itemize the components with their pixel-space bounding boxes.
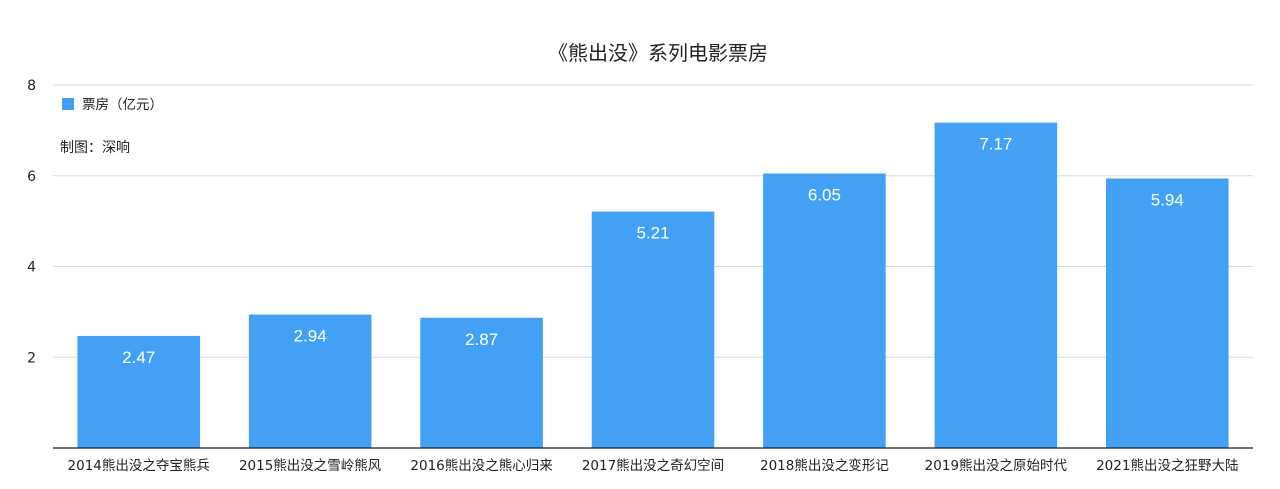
bar-value-label: 5.21 [636,224,669,243]
legend-label: 票房（亿元） [82,97,163,113]
bar [763,173,886,448]
y-tick-label: 4 [27,260,36,276]
bar-value-label: 7.17 [979,135,1012,154]
bar [591,211,715,448]
bar-value-label: 5.94 [1151,190,1184,209]
bar-value-label: 2.87 [465,330,498,349]
x-category-label: 2019熊出没之原始时代 [925,458,1068,474]
x-axis-categories: 2014熊出没之夺宝熊兵 2015熊出没之雪岭熊风 2016熊出没之熊心归来 2017… [68,457,1239,474]
chart-note: 制图：深响 [60,140,130,156]
bar [248,314,372,448]
bar [1106,178,1229,448]
y-axis-ticks: 2 4 6 8 [27,78,36,366]
chart-title: 《熊出没》系列电影票房 [548,41,768,65]
y-tick-label: 2 [27,350,36,366]
x-category-label: 2018熊出没之变形记 [760,458,889,474]
bar [420,317,543,448]
legend: 票房（亿元） [62,97,163,113]
x-category-label: 2016熊出没之熊心归来 [410,457,553,474]
bar-value-label: 2.47 [122,348,155,367]
legend-swatch [62,98,74,110]
x-category-label: 2015熊出没之雪岭熊风 [239,458,382,474]
bar [77,335,200,448]
x-category-label: 2017熊出没之奇幻空间 [582,457,724,474]
x-category-label: 2014熊出没之夺宝熊兵 [68,458,210,474]
y-tick-label: 8 [27,78,36,94]
bars [77,122,1229,448]
bar [934,122,1058,448]
bar-value-label: 2.94 [294,327,327,346]
bar-value-label: 6.05 [808,185,841,204]
y-tick-label: 6 [27,169,36,185]
bar-value-labels: 2.47 2.94 2.87 5.21 6.05 7.17 5.94 [122,135,1184,367]
x-category-label: 2021熊出没之狂野大陆 [1096,458,1238,474]
